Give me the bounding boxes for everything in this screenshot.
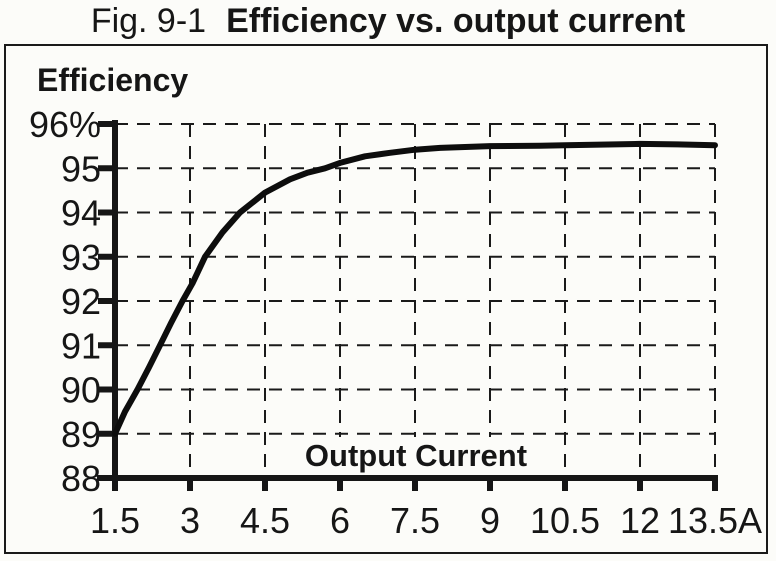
y-axis-title: Efficiency	[37, 62, 189, 98]
y-tick-label: 94	[61, 193, 101, 234]
x-tick-label: 1.5	[90, 500, 140, 541]
figure-title: Fig. 9-1 Efficiency vs. output current	[0, 2, 776, 41]
x-tick-label: 12	[620, 500, 660, 541]
efficiency-curve	[112, 140, 718, 437]
figure-title-text: Efficiency vs. output current	[226, 2, 686, 40]
x-tick-label: 9	[480, 500, 500, 541]
x-tick-label: 7.5	[390, 500, 440, 541]
y-tick-label: 88	[61, 458, 101, 499]
x-tick-label: 13.5A	[668, 500, 762, 541]
y-tick-label: 93	[61, 237, 101, 278]
y-tick-label: 91	[61, 325, 101, 366]
y-tick-label: 96%	[29, 104, 101, 145]
x-axis-title-backing	[288, 437, 544, 475]
y-tick-label: 95	[61, 148, 101, 189]
y-tick-label: 90	[61, 370, 101, 411]
x-axis-title: Output Current	[305, 438, 527, 473]
x-tick-label: 4.5	[240, 500, 290, 541]
x-tick-label: 3	[180, 500, 200, 541]
x-tick-label: 10.5	[530, 500, 600, 541]
figure-number: Fig. 9-1	[90, 2, 207, 40]
y-tick-label: 89	[61, 414, 101, 455]
x-tick-label: 6	[330, 500, 350, 541]
y-tick-label: 92	[61, 281, 101, 322]
